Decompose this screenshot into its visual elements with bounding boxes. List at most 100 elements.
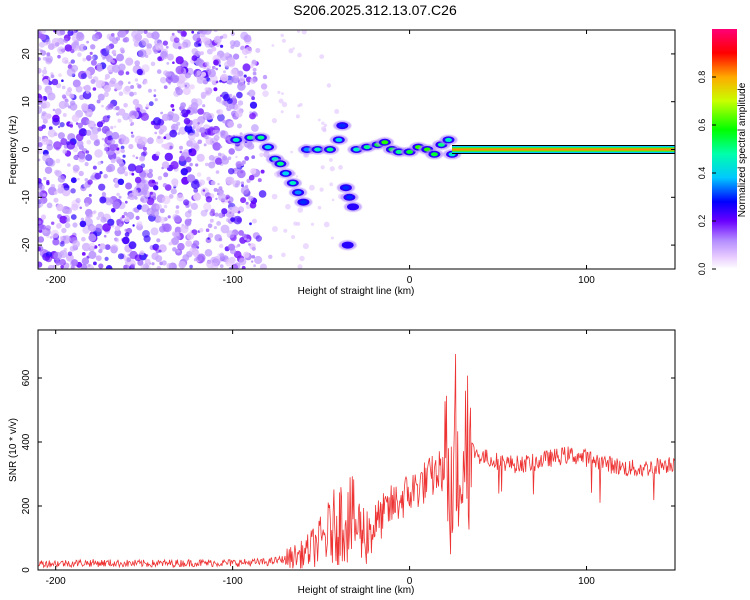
noise-speckle xyxy=(62,149,67,154)
ridge-point xyxy=(257,135,265,140)
noise-speckle xyxy=(82,226,90,234)
noise-speckle xyxy=(208,154,215,161)
noise-speckle xyxy=(209,218,214,223)
colorbar-ticks: 0.0 0.2 0.4 0.6 0.8 xyxy=(697,71,716,275)
noise-speckle xyxy=(180,224,189,234)
noise-speckle xyxy=(227,156,232,160)
noise-speckle xyxy=(162,183,168,188)
noise-speckle xyxy=(115,106,120,111)
noise-speckle xyxy=(67,30,74,36)
noise-speckle xyxy=(221,208,228,215)
noise-speckle xyxy=(65,218,71,223)
noise-speckle xyxy=(238,257,247,266)
noise-speckle xyxy=(77,52,82,57)
noise-speckle xyxy=(317,205,322,210)
noise-speckle xyxy=(114,82,123,91)
noise-speckle xyxy=(189,264,193,269)
noise-speckle xyxy=(159,216,166,223)
noise-speckle xyxy=(188,132,196,141)
noise-speckle xyxy=(183,199,190,206)
noise-speckle xyxy=(204,134,209,140)
ridge-point xyxy=(276,161,284,166)
snr-x-label: Height of straight line (km) xyxy=(298,585,415,596)
noise-speckle xyxy=(161,161,170,169)
noise-speckle xyxy=(125,182,133,190)
ridge-point xyxy=(294,190,302,195)
noise-speckle xyxy=(251,218,257,224)
noise-speckle xyxy=(157,135,161,140)
noise-speckle xyxy=(45,39,51,45)
noise-speckle xyxy=(260,83,268,90)
noise-speckle xyxy=(170,74,180,84)
noise-speckle xyxy=(329,158,333,162)
noise-speckle xyxy=(106,140,111,144)
noise-speckle xyxy=(63,37,69,43)
noise-speckle xyxy=(38,236,45,243)
noise-speckle xyxy=(115,36,121,41)
noise-speckle xyxy=(38,178,42,184)
noise-speckle xyxy=(188,149,193,153)
noise-speckle xyxy=(57,54,61,59)
noise-speckle xyxy=(226,120,230,124)
noise-speckle xyxy=(165,45,169,49)
noise-speckle xyxy=(204,249,213,257)
noise-speckle xyxy=(41,124,46,129)
noise-speckle xyxy=(134,78,139,82)
noise-speckle xyxy=(280,33,285,38)
colorbar-tick-label: 0.6 xyxy=(697,119,707,132)
noise-speckle xyxy=(96,65,103,72)
noise-speckle xyxy=(245,184,249,188)
noise-speckle xyxy=(132,154,136,158)
noise-speckle xyxy=(41,74,45,77)
noise-speckle xyxy=(118,108,126,116)
noise-speckle xyxy=(99,196,107,204)
noise-speckle xyxy=(149,191,153,195)
noise-speckle xyxy=(40,214,47,220)
noise-speckle xyxy=(323,123,328,128)
noise-speckle xyxy=(104,256,109,261)
spectrogram-x-label: Height of straight line (km) xyxy=(298,286,415,297)
noise-speckle xyxy=(216,221,222,226)
noise-speckle xyxy=(110,77,117,85)
noise-speckle xyxy=(203,202,212,211)
noise-speckle xyxy=(211,140,215,144)
noise-speckle xyxy=(213,87,218,92)
noise-speckle xyxy=(207,237,210,240)
noise-speckle xyxy=(125,57,134,66)
noise-speckle xyxy=(198,62,205,68)
noise-speckle xyxy=(166,62,170,65)
noise-speckle xyxy=(317,118,321,122)
noise-speckle xyxy=(201,71,207,77)
noise-speckle xyxy=(260,169,265,174)
noise-speckle xyxy=(151,262,155,266)
noise-speckle xyxy=(123,103,128,108)
noise-speckle xyxy=(162,114,170,122)
noise-speckle xyxy=(73,40,80,46)
noise-speckle xyxy=(243,74,247,78)
noise-speckle xyxy=(176,79,186,89)
noise-speckle xyxy=(79,220,87,228)
noise-speckle xyxy=(98,248,103,254)
noise-speckle xyxy=(281,92,284,95)
noise-speckle xyxy=(96,121,104,128)
noise-speckle xyxy=(129,91,135,97)
noise-speckle xyxy=(111,33,115,37)
noise-speckle xyxy=(237,243,241,247)
noise-speckle xyxy=(181,36,185,40)
noise-speckle xyxy=(197,108,204,115)
noise-speckle xyxy=(119,47,125,53)
noise-speckle xyxy=(251,246,256,251)
noise-speckle xyxy=(87,179,93,185)
noise-speckle xyxy=(135,215,140,220)
noise-speckle xyxy=(89,132,98,141)
noise-speckle xyxy=(215,170,220,174)
noise-speckle xyxy=(196,192,200,196)
noise-speckle xyxy=(172,247,177,252)
noise-speckle xyxy=(190,202,198,210)
noise-speckle xyxy=(71,114,80,122)
noise-speckle xyxy=(209,210,216,217)
noise-speckle xyxy=(249,101,258,109)
noise-speckle xyxy=(61,85,66,90)
noise-speckle xyxy=(281,38,286,43)
ridge-point xyxy=(338,123,346,128)
